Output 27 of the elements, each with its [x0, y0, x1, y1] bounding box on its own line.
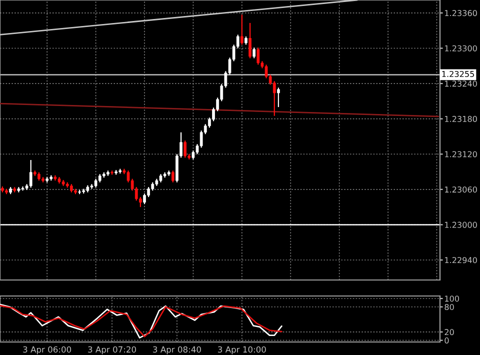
- candlestick: [248, 22, 252, 59]
- y-tick-label: 1.22940: [445, 257, 477, 264]
- y-tick-label: 1.23240: [445, 80, 477, 87]
- y-tick-label: 80: [444, 304, 454, 310]
- ref-line-label: 1.23255: [442, 70, 474, 78]
- y-tick-label: 20: [444, 329, 454, 336]
- y-tick-label: 100: [445, 296, 460, 302]
- candlestick: [277, 87, 280, 108]
- candlestick: [252, 47, 256, 59]
- candlestick: [21, 186, 24, 192]
- candlestick: [240, 14, 244, 46]
- candlestick: [184, 140, 187, 158]
- x-tick-label: 3 Apr 10:00: [218, 346, 266, 354]
- candlestick: [256, 47, 260, 66]
- y-tick-label: 1.23060: [445, 186, 477, 193]
- x-tick-label: 3 Apr 08:40: [153, 346, 201, 354]
- x-tick-label: 3 Apr 07:20: [88, 346, 136, 354]
- candlestick: [143, 192, 146, 205]
- y-tick-label: 1.23300: [445, 45, 477, 52]
- candlestick: [171, 170, 174, 183]
- candlestick: [29, 159, 32, 188]
- y-tick-label: 1.23000: [445, 222, 477, 228]
- y-tick-label: 1.23180: [445, 116, 477, 122]
- y-tick-label: 1.23120: [445, 151, 477, 158]
- x-tick-label: 3 Apr 06:00: [23, 346, 72, 354]
- y-tick-label: 1.23360: [445, 10, 477, 16]
- y-tick-label: 0: [444, 337, 449, 344]
